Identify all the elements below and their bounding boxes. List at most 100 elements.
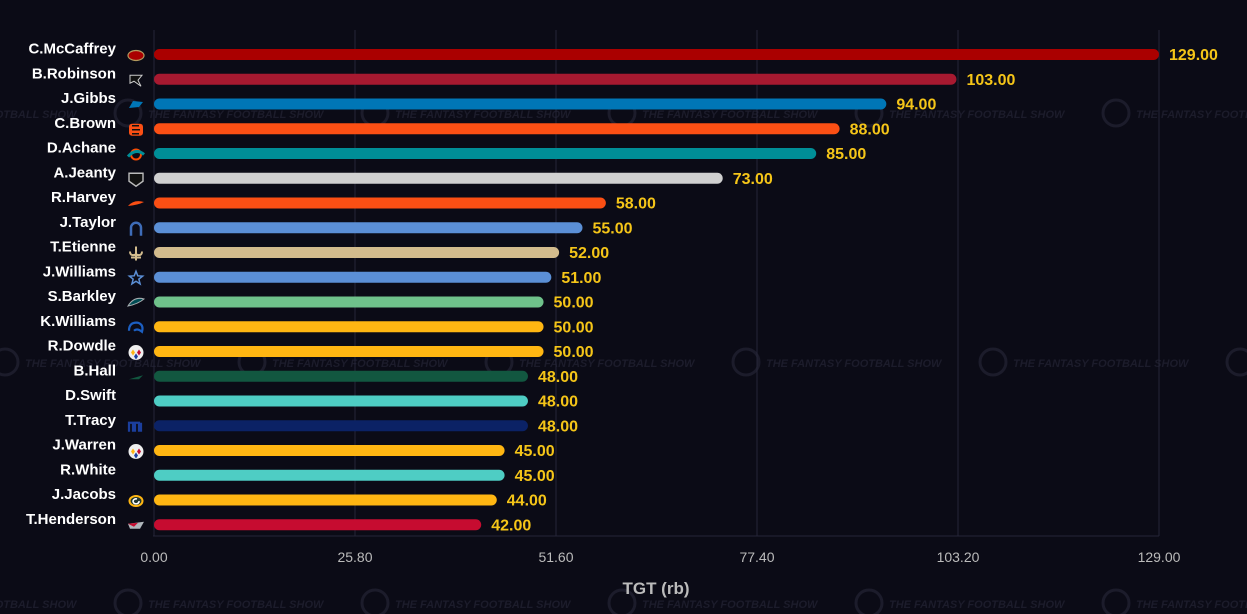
value-label: 58.00 <box>616 196 656 213</box>
player-label: J.Gibbs <box>61 90 116 107</box>
watermark-logo <box>607 588 637 614</box>
bar <box>154 247 560 258</box>
watermark-text: THE FANTASY FOOTBALL SHOW <box>148 599 325 611</box>
player-label: K.Williams <box>40 313 116 330</box>
watermark-logo <box>731 347 761 377</box>
value-label: 50.00 <box>554 344 594 361</box>
cowboys-logo-icon <box>127 269 145 286</box>
player-label: J.Williams <box>43 263 116 280</box>
falcons-logo-icon <box>129 74 144 87</box>
player-label: J.Jacobs <box>52 486 116 503</box>
watermark-logo <box>978 347 1008 377</box>
watermark-logo <box>113 98 143 128</box>
value-label: 51.00 <box>561 270 601 287</box>
player-label: R.Harvey <box>51 189 117 206</box>
value-label: 52.00 <box>569 245 609 262</box>
x-tick-label: 77.40 <box>739 549 774 565</box>
player-label: D.Achane <box>47 140 116 157</box>
x-axis-ticks: 0.00 25.80 51.60 77.40 103.20 129.00 <box>140 549 1180 565</box>
value-label: 103.00 <box>966 72 1015 89</box>
colts-logo-icon <box>129 221 143 236</box>
x-tick-label: 25.80 <box>337 549 372 565</box>
bar <box>154 49 1159 60</box>
watermark-text: THE FANTASY FOOTBALL SHOW <box>395 109 572 121</box>
watermark-text: THE FANTASY FOOTBALL SHOW <box>0 599 78 611</box>
value-label: 48.00 <box>538 369 578 386</box>
bar <box>154 494 497 506</box>
watermark-logo <box>360 588 390 614</box>
watermark-text: THE FANTASY FOOTBALL SHOW <box>1136 109 1247 121</box>
x-axis-label: TGT (rb) <box>622 579 689 598</box>
player-label: A.Jeanty <box>53 164 116 181</box>
49ers-logo-icon <box>127 49 145 62</box>
value-label: 50.00 <box>554 295 594 312</box>
value-labels: 129.00 103.00 94.00 88.00 85.00 73.00 58.00 55.… <box>491 47 1218 534</box>
packers-logo-icon <box>128 495 144 507</box>
broncos-logo-icon <box>128 201 144 206</box>
watermark-text: THE FANTASY FOOTBALL SHOW <box>642 599 819 611</box>
bar <box>154 469 505 481</box>
player-label: D.Swift <box>65 387 116 404</box>
value-label: 50.00 <box>554 319 594 336</box>
bar <box>154 445 505 456</box>
watermark-text: THE FANTASY FOOTBALL SHOW <box>25 358 202 370</box>
player-label: J.Warren <box>52 437 116 454</box>
bengals-logo-icon <box>129 123 143 136</box>
bar <box>154 197 606 209</box>
player-label: B.Hall <box>73 362 116 379</box>
rams-logo-icon <box>127 321 144 334</box>
player-label: S.Barkley <box>48 288 117 305</box>
jets-logo-icon <box>129 375 143 380</box>
watermark-text: THE FANTASY FOOTBALL SHOW <box>766 358 943 370</box>
watermark-text: THE FANTASY FOOTBALL SHOW <box>889 599 1066 611</box>
bar <box>154 420 528 432</box>
watermark-logo <box>113 588 143 614</box>
value-label: 129.00 <box>1169 47 1218 64</box>
player-label: T.Henderson <box>26 511 116 528</box>
player-label: B.Robinson <box>32 65 116 82</box>
value-label: 45.00 <box>515 468 555 485</box>
watermark-text: THE FANTASY FOOTBALL SHOW <box>1013 358 1190 370</box>
watermark-text: THE FANTASY FOOTBALL SHOW <box>642 109 819 121</box>
player-label: R.White <box>60 461 116 478</box>
eagles-logo-icon <box>126 297 146 307</box>
bar <box>154 395 528 407</box>
bars-group <box>154 49 1159 531</box>
steelers-logo-icon <box>128 444 144 459</box>
value-label: 73.00 <box>733 171 773 188</box>
bar <box>154 123 840 135</box>
steelers-logo-icon <box>128 345 144 360</box>
lions-logo-icon <box>129 101 143 108</box>
bar <box>154 98 887 110</box>
watermark-text: THE FANTASY FOOTBALL SHOW <box>148 109 325 121</box>
x-tick-label: 0.00 <box>140 549 167 565</box>
player-label: C.McCaffrey <box>28 41 116 58</box>
value-label: 85.00 <box>826 146 866 163</box>
value-label: 94.00 <box>896 97 936 114</box>
bar <box>154 172 723 184</box>
value-label: 44.00 <box>507 493 547 510</box>
bar <box>154 271 552 283</box>
bar <box>154 296 544 308</box>
player-label: R.Dowdle <box>48 338 116 355</box>
watermark-logo <box>854 588 884 614</box>
watermark-logo <box>0 347 20 377</box>
player-label: T.Etienne <box>50 239 116 256</box>
bar <box>154 519 482 531</box>
bar <box>154 321 544 333</box>
watermark-text: THE FANTASY FOOTBALL SHOW <box>272 358 449 370</box>
patriots-logo-icon <box>128 521 144 529</box>
watermark-logo <box>1225 347 1247 377</box>
raiders-logo-icon <box>128 172 144 188</box>
grid-lines <box>153 30 1160 537</box>
player-label: T.Tracy <box>65 412 117 429</box>
x-tick-label: 51.60 <box>538 549 573 565</box>
value-label: 48.00 <box>538 418 578 435</box>
watermark-logo <box>1101 98 1131 128</box>
x-tick-label: 103.20 <box>937 549 980 565</box>
watermark-text: THE FANTASY FOOTBALL SHOW <box>889 109 1066 121</box>
team-icons <box>126 49 146 529</box>
value-label: 55.00 <box>592 220 632 237</box>
value-label: 88.00 <box>850 121 890 138</box>
